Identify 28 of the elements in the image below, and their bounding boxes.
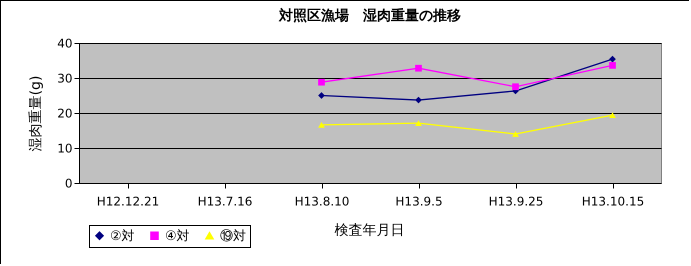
y-tick-label: 0 [64, 176, 72, 190]
point [318, 92, 325, 99]
point [318, 122, 325, 128]
x-tick-label: H12.12.21 [96, 194, 160, 208]
y-tick-label: 20 [57, 106, 72, 120]
point [512, 131, 519, 137]
legend-label: ⑲対 [220, 228, 246, 244]
legend-label: ④対 [165, 228, 190, 244]
x-tick-label: H13.7.16 [198, 194, 252, 208]
x-axis-title: 検査年月日 [334, 222, 404, 238]
y-tick-label: 30 [57, 72, 72, 86]
point [415, 120, 422, 126]
legend-label: ②対 [110, 228, 135, 244]
y-axis-title: 湿肉重量(g) [28, 76, 44, 152]
point [318, 78, 325, 86]
x-tick-label: H13.8.10 [294, 194, 350, 208]
point [609, 56, 616, 62]
x-tick-label: H13.9.5 [395, 194, 443, 208]
x-tick-label: H13.9.25 [488, 194, 544, 208]
point [415, 96, 422, 104]
chart-title: 対照区漁場 湿肉重量の推移 [278, 7, 461, 24]
point [609, 62, 616, 69]
point [512, 83, 519, 90]
point [609, 112, 616, 118]
y-tick-label: 40 [57, 36, 72, 50]
y-tick-label: 10 [57, 142, 72, 156]
x-tick-label: H13.10.15 [582, 194, 644, 208]
point [415, 64, 422, 72]
